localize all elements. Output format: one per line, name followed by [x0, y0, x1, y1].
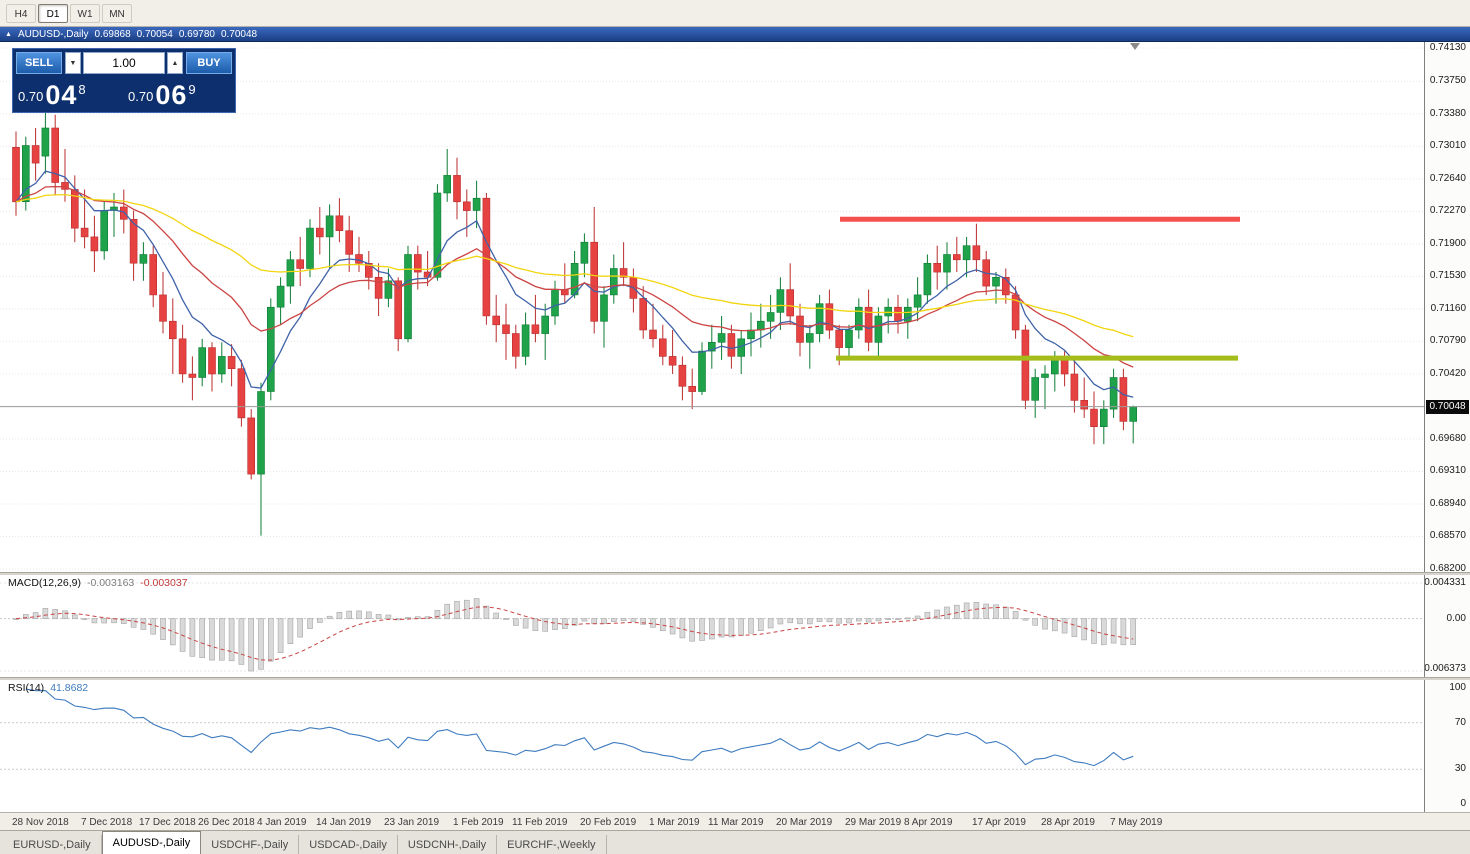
- price-axis-label: 0.71160: [1430, 303, 1466, 314]
- chevron-down-icon: ▼: [69, 59, 77, 67]
- price-axis-label: 0.70420: [1429, 368, 1466, 379]
- rsi-scale: 100 70 30 0: [1424, 679, 1470, 812]
- volume-decrease-button[interactable]: ▼: [65, 52, 81, 74]
- time-axis-label: 14 Jan 2019: [316, 816, 372, 828]
- pane-divider[interactable]: [0, 676, 1470, 680]
- rsi-axis-label: 100: [1449, 681, 1466, 693]
- volume-increase-button[interactable]: ▲: [167, 52, 183, 74]
- time-axis-label: 7 Dec 2018: [81, 816, 133, 828]
- rsi-axis-label: 30: [1454, 762, 1466, 774]
- time-axis-label: 7 May 2019: [1110, 816, 1163, 828]
- price-axis-label: 0.69310: [1429, 465, 1466, 476]
- sell-price[interactable]: 0.70 04 8: [18, 80, 86, 110]
- time-axis-label: 1 Feb 2019: [453, 816, 504, 828]
- price-axis-label: 0.69680: [1429, 433, 1466, 444]
- macd-pane[interactable]: MACD(12,26,9) -0.003163 -0.003037: [0, 574, 1425, 677]
- buy-price[interactable]: 0.70 06 9: [128, 80, 196, 110]
- price-axis-label: 0.68940: [1429, 498, 1466, 509]
- volume-input[interactable]: 1.00: [83, 52, 165, 74]
- chart-window: ▲ AUDUSD-,Daily 0.69868 0.70054 0.69780 …: [0, 27, 1470, 854]
- macd-signal-value: -0.003037: [140, 576, 188, 589]
- time-axis-label: 20 Mar 2019: [776, 816, 833, 828]
- time-axis-label: 20 Feb 2019: [580, 816, 637, 828]
- time-axis-label: 4 Jan 2019: [257, 816, 307, 828]
- price-axis-label: 0.72270: [1429, 205, 1466, 216]
- pane-divider[interactable]: [0, 572, 1470, 575]
- time-axis-label: 11 Mar 2019: [708, 816, 764, 828]
- timeframe-button-h4[interactable]: H4: [6, 3, 36, 23]
- symbol-tab-usdcad-daily[interactable]: USDCAD-,Daily: [299, 835, 398, 854]
- rsi-pane[interactable]: RSI(14) 41.8682: [0, 679, 1425, 812]
- sell-button[interactable]: SELL: [16, 52, 62, 74]
- chevron-up-icon: ▲: [171, 59, 179, 67]
- macd-indicator-label: MACD(12,26,9) -0.003163 -0.003037: [8, 577, 188, 589]
- price-axis-label: 0.71900: [1429, 238, 1466, 249]
- symbol-tab-audusd-daily[interactable]: AUDUSD-,Daily: [101, 831, 202, 854]
- price-axis-label: 0.71530: [1429, 270, 1466, 281]
- price-axis-label: 0.73380: [1429, 108, 1466, 119]
- ohlc-open: 0.69868: [94, 28, 131, 40]
- ohlc-high: 0.70054: [136, 28, 173, 40]
- time-axis-label: 26 Dec 2018: [198, 816, 255, 828]
- price-scale[interactable]: 0.74130 0.73750 0.73380 0.73010 0.72640 0.722…: [1424, 42, 1470, 572]
- time-axis: 28 Nov 2018 7 Dec 2018 17 Dec 2018 26 Dec 2…: [0, 811, 1470, 830]
- chart-titlebar: ▲ AUDUSD-,Daily 0.69868 0.70054 0.69780 …: [0, 27, 1470, 42]
- price-axis-label: 0.70790: [1429, 335, 1466, 346]
- price-axis-label: 0.73010: [1429, 140, 1466, 151]
- timeframe-button-w1[interactable]: W1: [70, 3, 100, 23]
- ohlc-close: 0.70048: [220, 28, 258, 40]
- ohlc-low: 0.69780: [178, 28, 215, 40]
- rsi-value: 41.8682: [50, 681, 89, 694]
- time-axis-label: 8 Apr 2019: [904, 816, 953, 828]
- price-axis-label: 0.72640: [1429, 173, 1466, 184]
- time-axis-label: 17 Dec 2018: [139, 816, 196, 828]
- buy-button[interactable]: BUY: [186, 52, 232, 74]
- time-axis-label: 23 Jan 2019: [384, 816, 440, 828]
- time-axis-label: 28 Nov 2018: [12, 816, 69, 828]
- chart-shift-marker[interactable]: [1130, 43, 1140, 50]
- time-axis-label: 28 Apr 2019: [1041, 816, 1095, 828]
- rsi-axis-label: 70: [1454, 716, 1466, 728]
- macd-axis-label: 0.00: [1446, 612, 1466, 624]
- chart-icon: ▲: [5, 30, 12, 38]
- macd-main-value: -0.003163: [86, 576, 135, 589]
- symbol-tab-usdcnh-daily[interactable]: USDCNH-,Daily: [398, 835, 498, 854]
- rsi-label: RSI(14): [8, 681, 45, 694]
- rsi-indicator-label: RSI(14) 41.8682: [8, 682, 88, 694]
- macd-axis-label: 0.004331: [1424, 576, 1466, 588]
- time-axis-label: 29 Mar 2019: [845, 816, 902, 828]
- current-price-badge: 0.70048: [1426, 400, 1469, 414]
- symbol-tab-eurchf-weekly[interactable]: EURCHF-,Weekly: [497, 835, 607, 854]
- price-axis-label: 0.74130: [1429, 42, 1466, 53]
- timeframe-button-d1[interactable]: D1: [38, 3, 68, 23]
- timeframe-toolbar: H4 D1 W1 MN: [0, 0, 1470, 27]
- price-axis-label: 0.68570: [1429, 530, 1466, 541]
- macd-axis-label: -0.006373: [1424, 662, 1466, 674]
- time-axis-label: 11 Feb 2019: [512, 816, 568, 828]
- price-axis-label: 0.73750: [1429, 75, 1466, 86]
- macd-label: MACD(12,26,9): [8, 576, 81, 589]
- symbol-tab-eurusd-daily[interactable]: EURUSD-,Daily: [3, 835, 102, 854]
- one-click-trading-panel: SELL ▼ 1.00 ▲ BUY 0.70 04 8 0.70 0: [12, 48, 236, 113]
- time-axis-label: 1 Mar 2019: [649, 816, 700, 828]
- rsi-axis-label: 0: [1460, 797, 1466, 809]
- price-chart[interactable]: SELL ▼ 1.00 ▲ BUY 0.70 04 8 0.70 0: [0, 42, 1425, 572]
- chart-tabs: EURUSD-,Daily AUDUSD-,Daily USDCHF-,Daily U…: [0, 830, 1470, 854]
- symbol-tab-usdchf-daily[interactable]: USDCHF-,Daily: [201, 835, 300, 854]
- macd-scale: 0.004331 0.00 -0.006373: [1424, 574, 1470, 677]
- timeframe-button-mn[interactable]: MN: [102, 3, 132, 23]
- time-axis-label: 17 Apr 2019: [972, 816, 1026, 828]
- chart-title-symbol: AUDUSD-,Daily: [17, 28, 89, 40]
- price-axis-label: 0.68200: [1429, 563, 1466, 572]
